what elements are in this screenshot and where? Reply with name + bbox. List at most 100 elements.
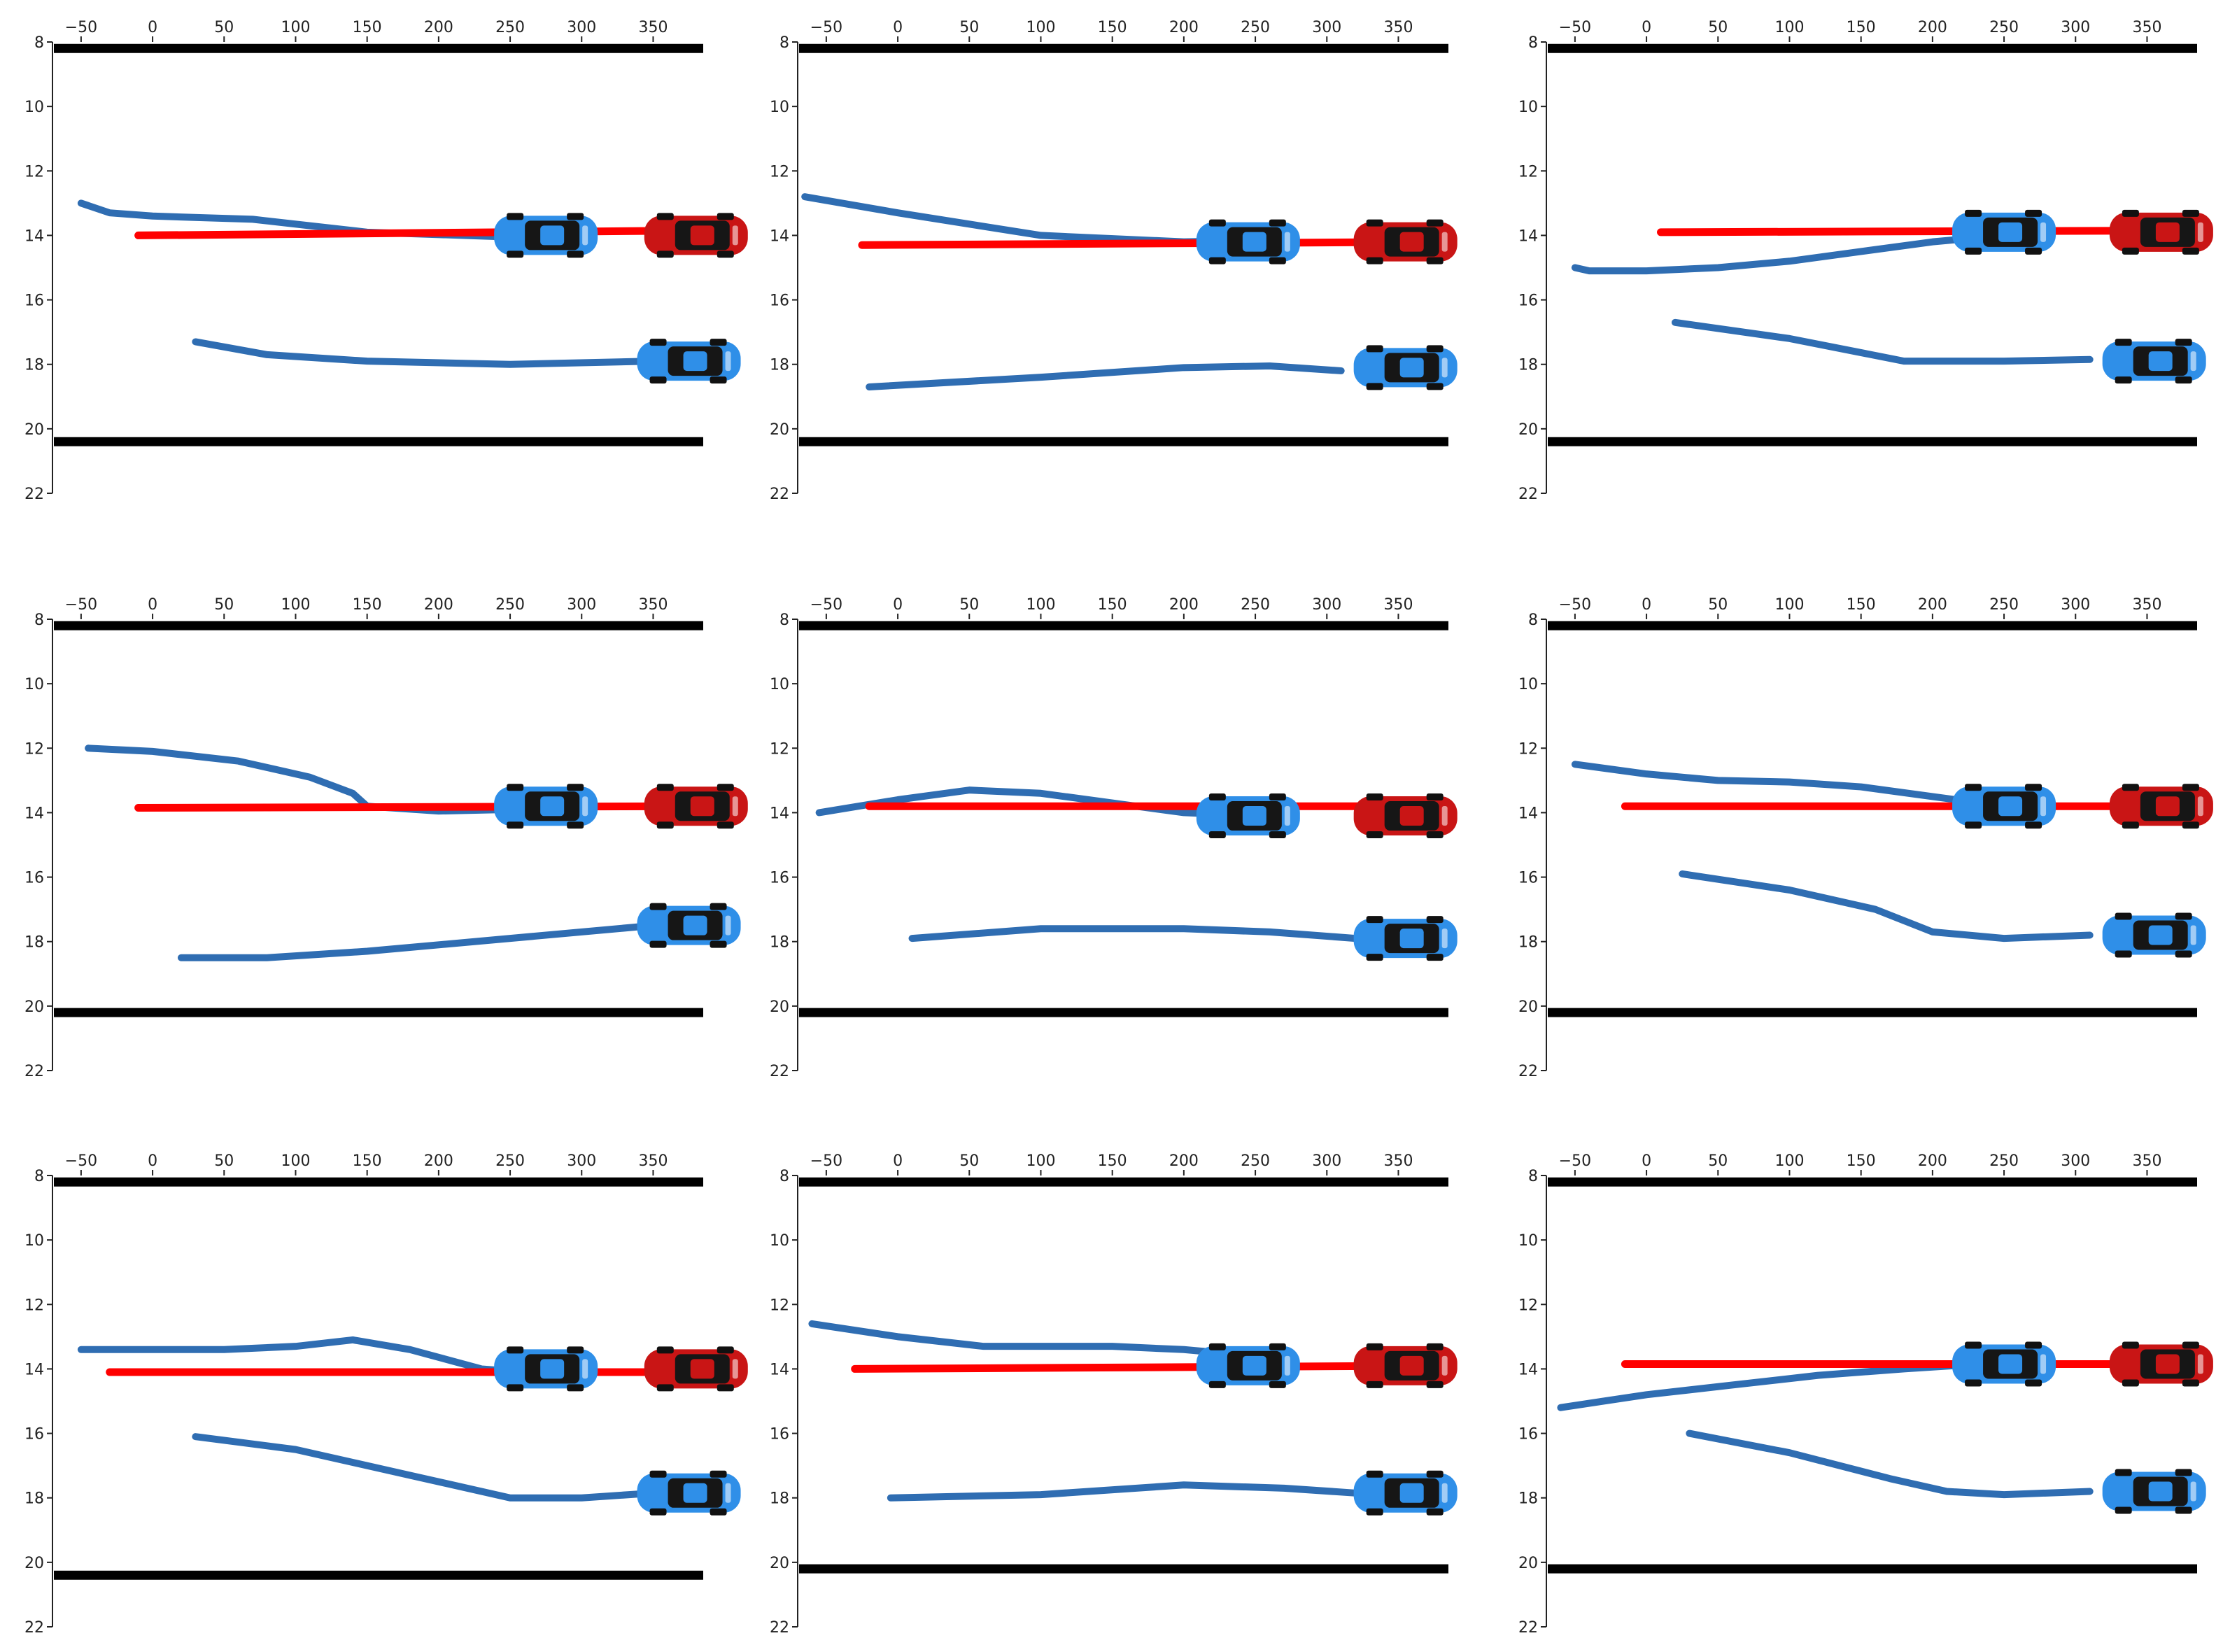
- neighbor-car-headlight: [2040, 1354, 2047, 1374]
- ego-car-roof: [690, 796, 714, 817]
- y-tick-label: 20: [1518, 1555, 1538, 1572]
- y-tick-label: 14: [24, 227, 44, 245]
- y-tick-label: 8: [34, 612, 44, 629]
- y-tick-label: 8: [779, 1168, 789, 1185]
- upper-vehicle-trajectory: [85, 744, 514, 815]
- x-tick-label: 350: [1383, 1152, 1413, 1170]
- ego-car-wheel: [1426, 219, 1444, 227]
- neighbor-car-wheel: [1366, 954, 1383, 961]
- y-tick-label: 10: [1518, 676, 1538, 693]
- neighbor-car: [2102, 912, 2206, 958]
- neighbor-car-headlight: [725, 915, 731, 936]
- x-tick-label: 200: [1169, 1152, 1199, 1170]
- x-tick-label: 300: [2061, 19, 2090, 36]
- y-tick-label: 10: [24, 676, 44, 693]
- x-tick-label: 50: [214, 1152, 234, 1170]
- x-tick-label: 100: [1026, 1152, 1055, 1170]
- neighbor-car-wheel: [2025, 1379, 2042, 1387]
- y-tick-label: 16: [1518, 292, 1538, 310]
- y-tick-label: 20: [770, 1555, 789, 1572]
- y-tick-label: 12: [770, 740, 789, 758]
- y-tick-label: 10: [770, 99, 789, 116]
- y-tick-label: 8: [1528, 612, 1538, 629]
- ego-car-wheel: [1366, 219, 1383, 227]
- x-tick-label: 50: [1708, 19, 1728, 36]
- lower-vehicle-trajectory: [1686, 1429, 2094, 1499]
- neighbor-car-headlight: [1441, 1483, 1448, 1503]
- neighbor-car-wheel: [1269, 257, 1286, 264]
- x-tick-label: 100: [1774, 596, 1804, 614]
- ego-car: [2109, 1341, 2213, 1387]
- y-tick-label: 16: [770, 292, 789, 310]
- y-tick-label: 14: [770, 805, 789, 822]
- x-tick-label: 200: [424, 596, 453, 614]
- ego-car-headlight: [1441, 1355, 1448, 1376]
- ego-car-wheel: [656, 250, 674, 258]
- lower-vehicle-trajectory: [887, 1481, 1360, 1502]
- neighbor-car-wheel: [507, 1384, 524, 1392]
- x-tick-label: 250: [1241, 1152, 1270, 1170]
- panel-3: 8 10 12 14 16 18 20 22 −50 0 50 100 150 200 250 300 350: [1518, 19, 2213, 503]
- y-tick-label: 18: [1518, 357, 1538, 374]
- x-tick-label: 300: [567, 596, 596, 614]
- neighbor-car: [494, 1346, 598, 1392]
- y-tick-label: 22: [770, 1619, 789, 1637]
- lower-vehicle-trajectory: [1671, 318, 2094, 365]
- x-tick-label: 350: [638, 19, 668, 36]
- neighbor-car: [1353, 1470, 1458, 1516]
- ego-car-wheel: [2182, 821, 2199, 829]
- x-tick-label: 100: [1026, 19, 1055, 36]
- y-tick-label: 8: [34, 34, 44, 52]
- y-tick-label: 8: [779, 612, 789, 629]
- x-tick-label: 250: [495, 596, 525, 614]
- neighbor-car-wheel: [1366, 383, 1383, 390]
- y-tick-label: 16: [1518, 870, 1538, 887]
- panel-9: 8 10 12 14 16 18 20 22 −50 0 50 100 150 200 250 300 350: [1518, 1152, 2213, 1637]
- neighbor-car-roof: [1242, 806, 1266, 826]
- y-tick-label: 22: [1518, 1619, 1538, 1637]
- ego-car: [2109, 209, 2213, 255]
- y-tick-label: 14: [1518, 227, 1538, 245]
- upper-vehicle-trajectory: [815, 786, 1259, 820]
- x-tick-label: 150: [1098, 1152, 1127, 1170]
- x-tick-label: 50: [959, 596, 979, 614]
- y-tick-label: 12: [24, 1297, 44, 1314]
- ego-car-headlight: [732, 796, 738, 817]
- ego-car-wheel: [1366, 831, 1383, 839]
- neighbor-car-roof: [1998, 796, 2023, 817]
- x-tick-label: 250: [1241, 596, 1270, 614]
- panel-5: 8 10 12 14 16 18 20 22 −50 0 50 100 150 200 250 300 350: [770, 596, 1458, 1080]
- ego-car-wheel: [717, 250, 734, 258]
- y-tick-label: 22: [24, 1619, 44, 1637]
- neighbor-car-wheel: [2025, 784, 2042, 791]
- ego-car-wheel: [656, 213, 674, 220]
- neighbor-car: [1952, 1341, 2056, 1387]
- neighbor-car-wheel: [2115, 1469, 2132, 1476]
- x-tick-label: 0: [1642, 596, 1651, 614]
- upper-vehicle-trajectory: [1571, 232, 2008, 275]
- neighbor-car: [1952, 209, 2056, 255]
- ego-car-wheel: [717, 1346, 734, 1354]
- x-tick-label: 150: [1098, 596, 1127, 614]
- y-tick-label: 14: [770, 1361, 789, 1378]
- x-tick-label: 100: [281, 1152, 310, 1170]
- neighbor-car-roof: [1399, 1483, 1424, 1503]
- x-tick-label: 200: [1918, 1152, 1947, 1170]
- y-tick-label: 14: [770, 227, 789, 245]
- x-tick-label: 300: [567, 19, 596, 36]
- x-tick-label: 300: [2061, 596, 2090, 614]
- y-tick-label: 16: [24, 292, 44, 310]
- x-tick-label: 350: [638, 596, 668, 614]
- neighbor-car-wheel: [507, 213, 524, 220]
- y-tick-label: 20: [24, 998, 44, 1016]
- neighbor-car: [1196, 793, 1300, 839]
- ego-car-roof: [690, 225, 714, 246]
- neighbor-car-wheel: [507, 784, 524, 791]
- neighbor-car: [1952, 784, 2056, 829]
- neighbor-car-wheel: [1426, 383, 1444, 390]
- y-tick-label: 18: [770, 934, 789, 952]
- x-tick-label: 350: [1383, 19, 1413, 36]
- x-tick-label: 200: [424, 1152, 453, 1170]
- x-tick-label: 150: [1847, 19, 1876, 36]
